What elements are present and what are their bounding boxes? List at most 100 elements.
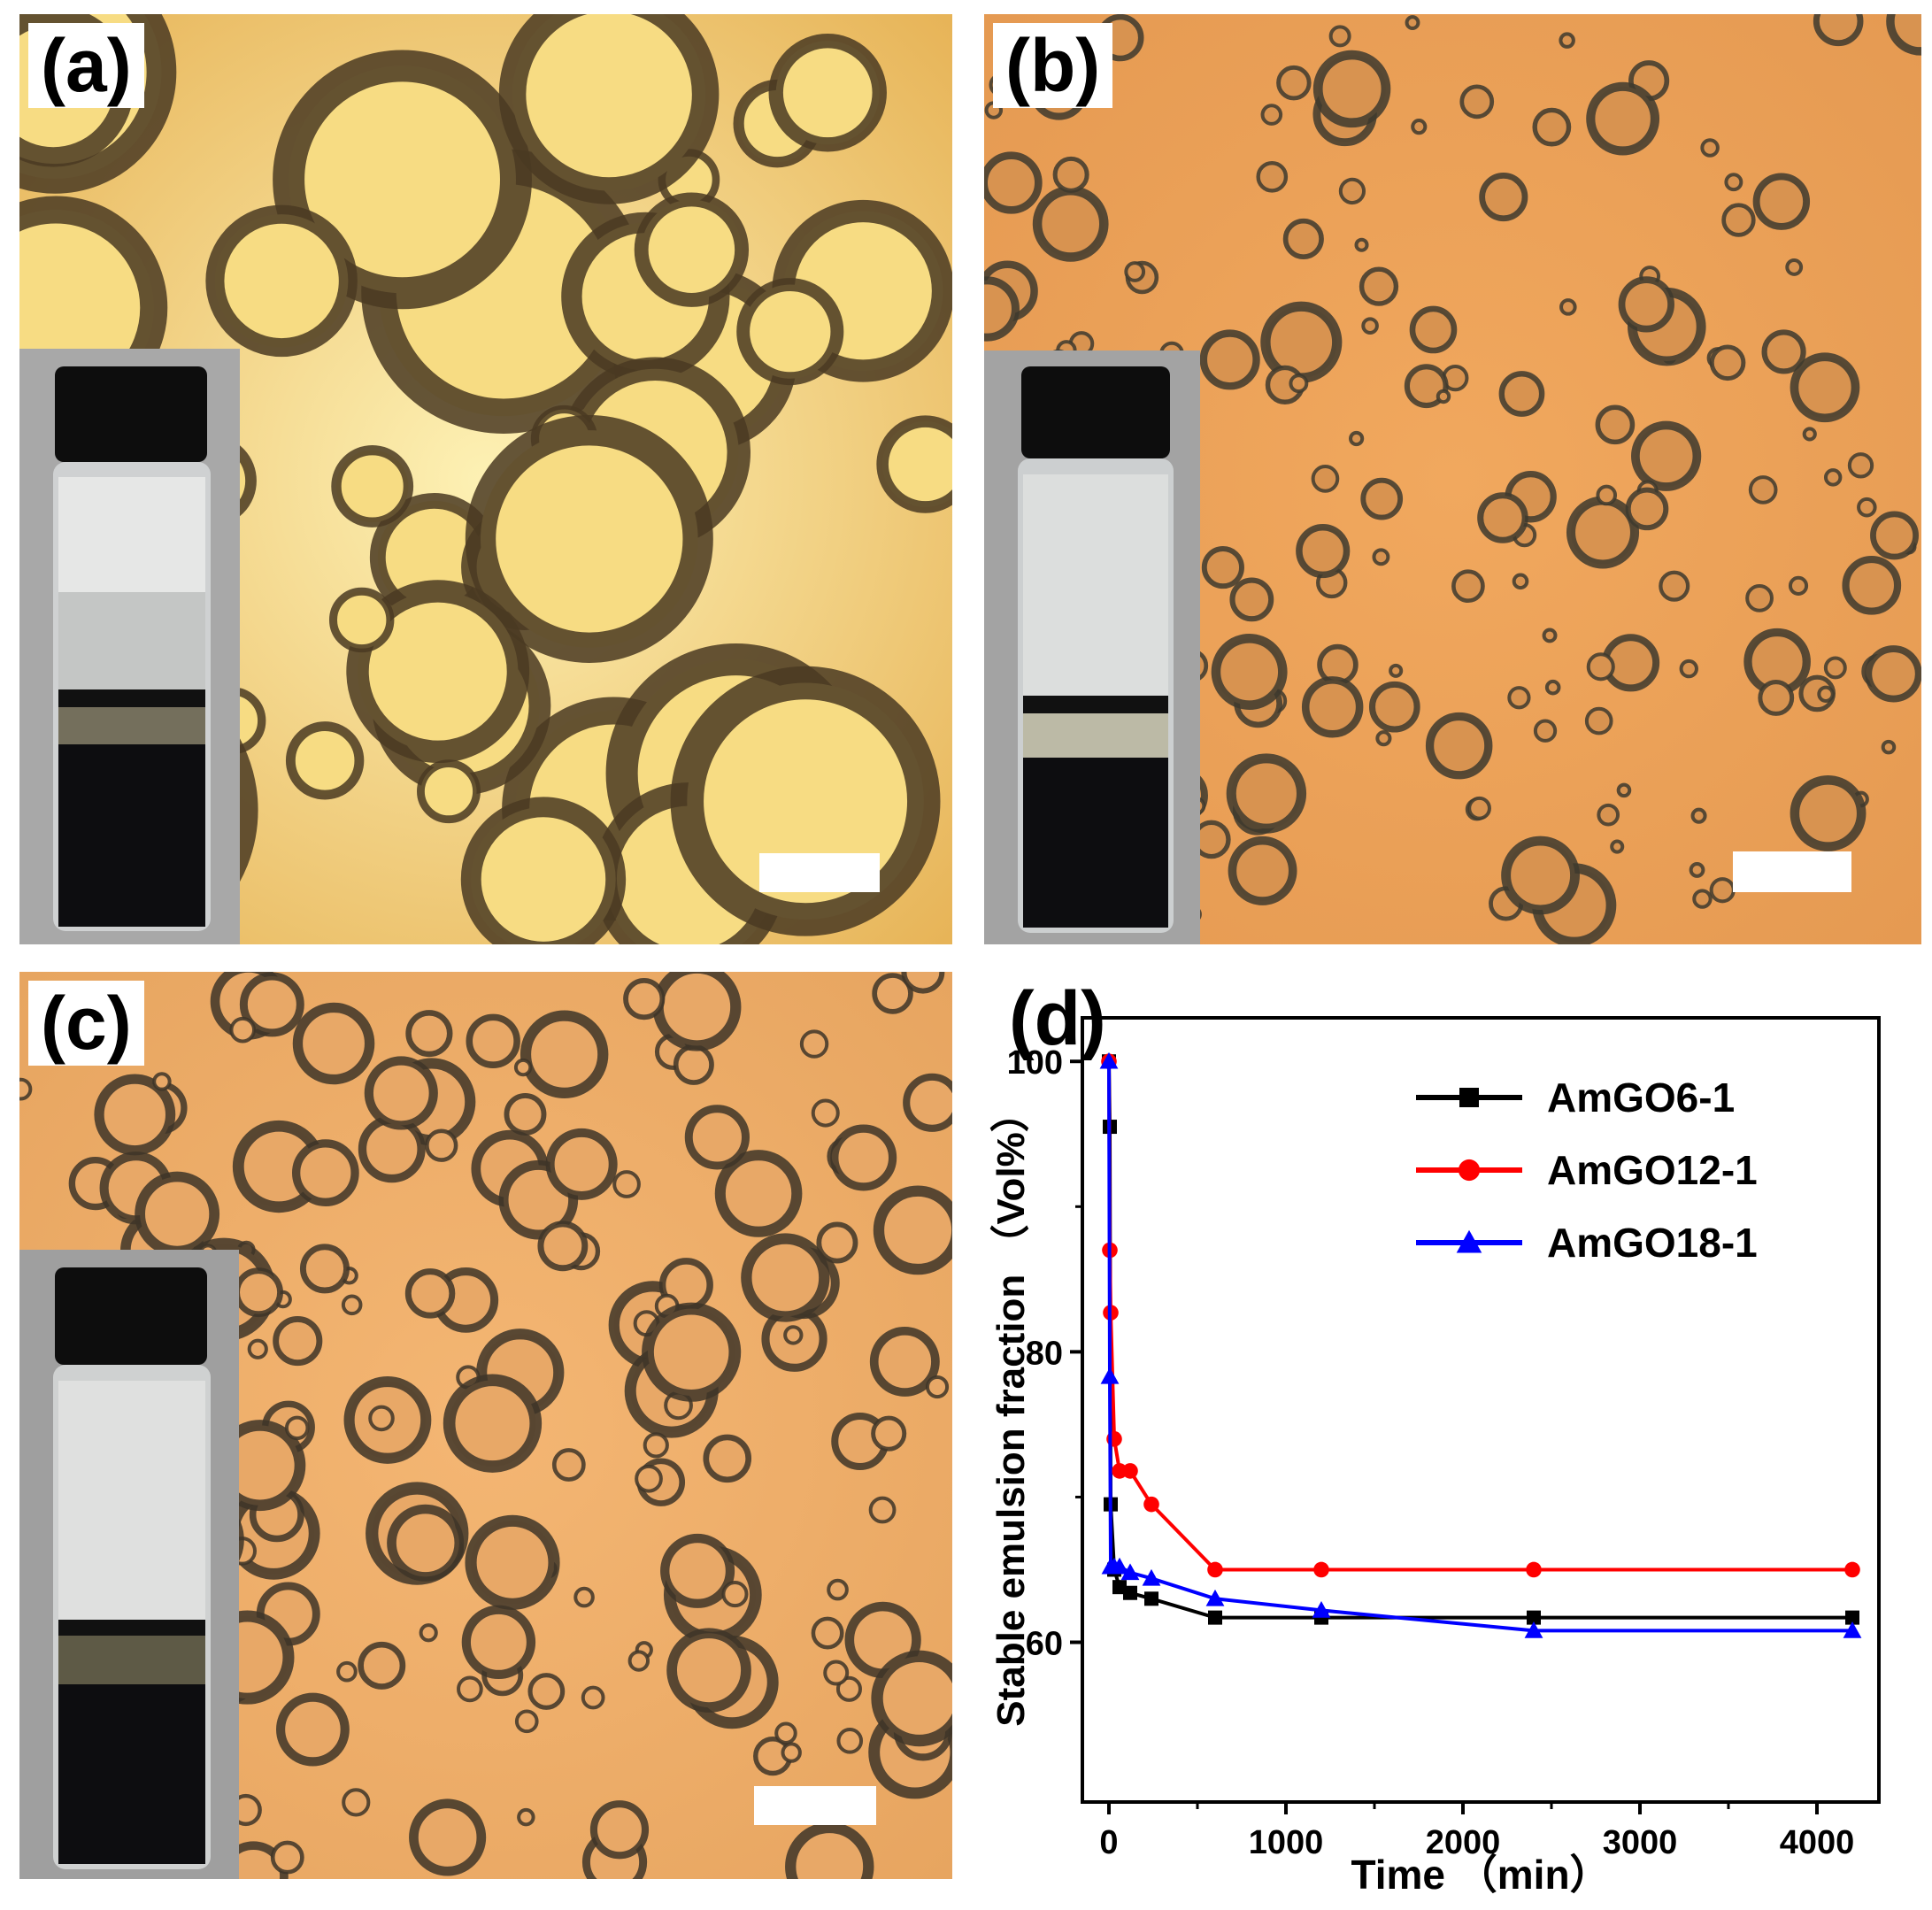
droplet-b bbox=[1586, 81, 1660, 156]
droplet-c bbox=[811, 1616, 844, 1650]
droplet-b bbox=[1211, 634, 1288, 710]
droplet-b bbox=[1689, 862, 1705, 878]
droplet-b bbox=[1256, 160, 1289, 193]
droplet-b bbox=[1282, 218, 1324, 259]
vial-cap-c bbox=[55, 1267, 207, 1365]
droplet-c bbox=[336, 1660, 358, 1683]
droplet-b bbox=[1618, 276, 1674, 333]
legend-item: AmGO12-1 bbox=[1416, 1147, 1758, 1193]
droplet-b bbox=[1584, 706, 1613, 736]
x-tick-label: 4000 bbox=[1780, 1824, 1855, 1861]
droplet-c bbox=[823, 1660, 850, 1686]
vial-cap-a bbox=[55, 366, 207, 462]
droplet-b bbox=[1404, 364, 1449, 409]
droplet-b bbox=[1411, 119, 1428, 135]
droplet-c bbox=[405, 1010, 453, 1058]
droplet-b bbox=[1312, 50, 1391, 128]
droplet-b bbox=[1389, 663, 1404, 678]
droplet-c bbox=[387, 1504, 465, 1582]
droplet-b bbox=[1870, 511, 1919, 560]
micrograph-panel-a: (a) bbox=[19, 14, 952, 944]
vial-photo-a bbox=[19, 349, 240, 944]
droplet-a bbox=[328, 587, 395, 653]
data-point bbox=[1845, 1610, 1859, 1625]
droplet-c bbox=[152, 1072, 172, 1091]
droplet-b bbox=[1761, 329, 1806, 374]
droplet-b bbox=[1467, 796, 1491, 820]
droplet-b bbox=[1199, 329, 1260, 390]
x-axis-label: Time （min） bbox=[1351, 1852, 1610, 1898]
y-axis: 60 80 100 bbox=[1007, 1044, 1082, 1663]
data-point bbox=[1122, 1463, 1138, 1479]
droplet-b bbox=[1788, 575, 1809, 596]
droplet-c bbox=[811, 1098, 840, 1128]
droplet-b bbox=[1405, 15, 1420, 31]
droplet-b bbox=[1477, 492, 1528, 543]
series-line bbox=[1107, 1061, 1852, 1572]
x-tick-label: 1000 bbox=[1249, 1824, 1324, 1861]
data-point bbox=[1120, 1563, 1140, 1581]
droplet-b bbox=[1296, 523, 1351, 579]
droplet-c bbox=[513, 1058, 533, 1077]
scale-bar-a bbox=[759, 853, 880, 892]
droplet-b bbox=[1289, 374, 1309, 394]
droplet-b bbox=[984, 276, 1020, 342]
droplet-c bbox=[830, 1124, 897, 1191]
droplet-c bbox=[419, 1623, 438, 1643]
droplet-b bbox=[1436, 389, 1451, 404]
droplet-c bbox=[457, 1675, 483, 1703]
vial-photo-b bbox=[984, 350, 1200, 944]
droplet-b bbox=[1817, 685, 1835, 703]
droplet-c bbox=[291, 1139, 359, 1206]
droplet-c bbox=[514, 1709, 539, 1734]
droplet-a bbox=[634, 192, 750, 307]
droplet-c bbox=[635, 1464, 663, 1493]
droplet-b bbox=[1823, 468, 1843, 487]
droplet-b bbox=[1032, 186, 1109, 262]
droplet-b bbox=[1361, 317, 1379, 335]
droplet-c bbox=[721, 1581, 749, 1608]
droplet-a bbox=[205, 204, 358, 358]
droplet-b bbox=[1610, 839, 1625, 854]
droplet-b bbox=[1201, 546, 1244, 589]
droplet-b bbox=[1507, 686, 1531, 710]
droplet-b bbox=[1301, 676, 1364, 738]
droplet-a bbox=[736, 278, 844, 386]
x-tick-label: 2000 bbox=[1426, 1824, 1501, 1861]
series-AmGO12-1 bbox=[1101, 1053, 1860, 1578]
data-point bbox=[1843, 1621, 1862, 1638]
droplet-b bbox=[1758, 680, 1795, 716]
droplet-b bbox=[1512, 573, 1529, 590]
droplet-b bbox=[1886, 14, 1921, 56]
droplet-b bbox=[1559, 32, 1575, 49]
droplet-a bbox=[285, 721, 365, 800]
droplet-b bbox=[1229, 577, 1274, 622]
droplet-b bbox=[1228, 836, 1297, 905]
droplet-c bbox=[517, 1807, 535, 1827]
vial-cap-b bbox=[1021, 366, 1170, 458]
data-point bbox=[1123, 1585, 1137, 1600]
micrograph-panel-c: (c) bbox=[19, 972, 952, 1879]
droplet-b bbox=[1700, 138, 1720, 158]
droplet-c bbox=[284, 1415, 310, 1441]
droplet-c bbox=[292, 1002, 375, 1085]
droplet-c bbox=[623, 977, 666, 1020]
droplet-c bbox=[903, 1073, 952, 1132]
droplet-b bbox=[1748, 475, 1778, 504]
droplet-c bbox=[247, 1338, 268, 1359]
droplet-c bbox=[443, 1374, 543, 1473]
droplet-c bbox=[871, 1650, 952, 1747]
droplet-b bbox=[1679, 658, 1698, 679]
droplet-b bbox=[1360, 477, 1404, 520]
droplet-c bbox=[94, 1074, 176, 1156]
micrograph-panel-b: (b) bbox=[984, 14, 1921, 944]
droplet-b bbox=[1597, 803, 1620, 827]
droplet-c bbox=[827, 1578, 849, 1601]
droplet-b bbox=[1368, 681, 1420, 733]
droplet-b bbox=[1692, 889, 1713, 909]
droplet-b bbox=[1857, 497, 1877, 518]
droplet-b bbox=[1842, 555, 1902, 615]
droplet-b bbox=[1709, 344, 1746, 381]
droplet-b bbox=[1375, 730, 1392, 747]
droplet-c bbox=[368, 1405, 395, 1432]
